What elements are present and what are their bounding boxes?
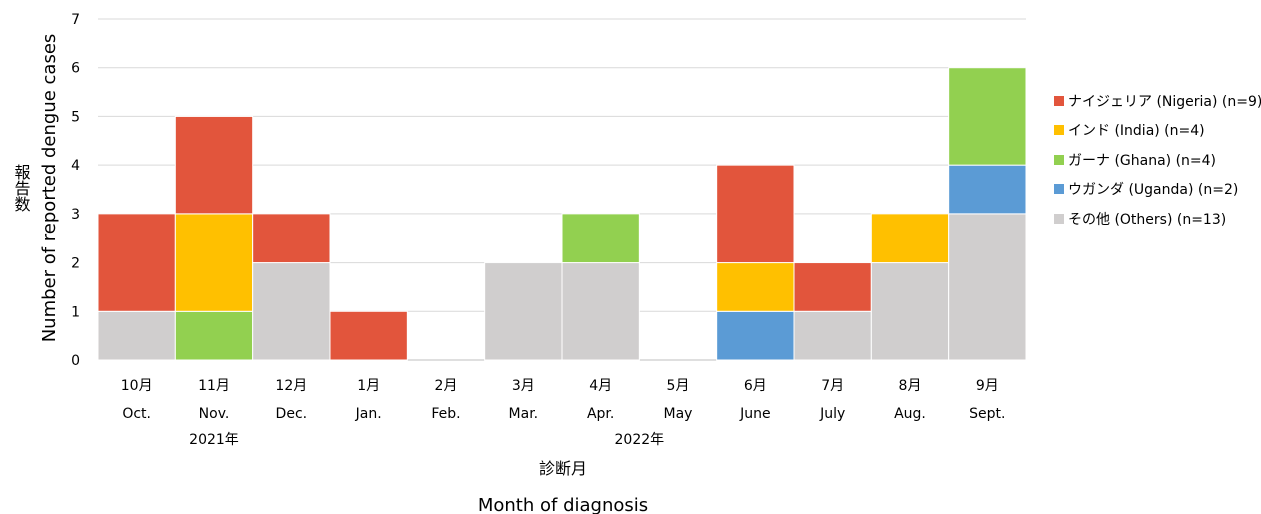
x-tick-label: Jan. xyxy=(355,406,382,422)
bar-segment xyxy=(252,262,331,361)
bar-segment xyxy=(174,115,254,215)
legend-swatch xyxy=(1054,213,1064,224)
bar-segment xyxy=(870,213,950,264)
y-tick-labels: 0 1 2 3 4 5 6 7 xyxy=(71,12,80,369)
bar-segment xyxy=(484,262,563,361)
y-tick-label: 7 xyxy=(71,12,80,28)
x-tick-label: Feb. xyxy=(431,406,460,422)
x-tick-label-ja: 11月 xyxy=(198,378,230,394)
legend-item: ガーナ (Ghana) (n=4) xyxy=(1054,145,1261,175)
x-tick-label: June xyxy=(739,406,771,422)
legend-swatch xyxy=(1054,184,1064,195)
legend: ナイジェリア (Nigeria) (n=9) インド (India) (n=4) ガ… xyxy=(1054,86,1261,234)
x-tick-label-ja: 12月 xyxy=(275,378,307,394)
legend-item: インド (India) (n=4) xyxy=(1054,116,1261,146)
bar-segment xyxy=(793,310,872,361)
legend-label: インド (India) (n=4) xyxy=(1068,123,1205,140)
x-tick-label-ja: 2月 xyxy=(435,378,458,394)
bar-segment xyxy=(948,67,1027,166)
bar-segment xyxy=(329,310,408,361)
x-tick-label-ja: 8月 xyxy=(899,378,922,394)
x-axis-label-ja: 診断月 xyxy=(539,459,587,478)
x-tick-label-ja: 9月 xyxy=(976,378,999,394)
x-tick-label: Nov. xyxy=(199,406,230,422)
y-tick-label: 2 xyxy=(71,256,80,272)
x-tick-labels: 10月 Oct. 11月 Nov. 12月 Dec. 1月 Jan. 2月 Feb. 3月 Mar. 4… xyxy=(121,378,1006,422)
y-tick-label: 3 xyxy=(71,207,80,223)
x-tick-label: Aug. xyxy=(894,406,926,422)
y-tick-label: 5 xyxy=(71,109,80,125)
bar-segment xyxy=(793,262,872,312)
bar-segment xyxy=(561,213,640,264)
y-tick-label: 0 xyxy=(71,353,80,369)
y-tick-label: 1 xyxy=(71,304,80,320)
year-label: 2021年 xyxy=(189,432,239,448)
legend-swatch xyxy=(1054,154,1064,165)
x-tick-label: Mar. xyxy=(509,406,539,422)
x-axis-label: Month of diagnosis xyxy=(478,495,648,514)
bar-segment xyxy=(716,262,795,312)
legend-item: ウガンダ (Uganda) (n=2) xyxy=(1054,175,1261,205)
bar-segment xyxy=(870,262,950,361)
bar-segment xyxy=(174,213,254,312)
bar-segment xyxy=(252,213,331,264)
x-tick-label: Sept. xyxy=(969,406,1005,422)
x-tick-label-ja: 10月 xyxy=(121,378,153,394)
legend-label: ナイジェリア (Nigeria) (n=9) xyxy=(1068,93,1261,110)
legend-item: その他 (Others) (n=13) xyxy=(1054,204,1261,234)
x-tick-label-ja: 4月 xyxy=(589,378,612,394)
x-tick-label: Oct. xyxy=(122,406,151,422)
x-tick-label: Apr. xyxy=(587,406,614,422)
x-tick-label-ja: 5月 xyxy=(667,378,690,394)
legend-label: ウガンダ (Uganda) (n=2) xyxy=(1068,182,1239,199)
bar-segment xyxy=(948,213,1027,361)
y-axis-label-ja: 報告数 xyxy=(12,164,31,212)
x-tick-label: July xyxy=(819,406,845,422)
bar-segment xyxy=(561,262,640,361)
bar-segment xyxy=(174,310,254,361)
legend-item: ナイジェリア (Nigeria) (n=9) xyxy=(1054,86,1261,116)
legend-swatch xyxy=(1054,125,1064,136)
y-tick-label: 6 xyxy=(71,61,80,77)
bar-segment xyxy=(97,213,176,312)
x-tick-label-ja: 1月 xyxy=(357,378,380,394)
bar-segment xyxy=(716,164,795,264)
x-tick-label-ja: 6月 xyxy=(744,378,767,394)
y-tick-label: 4 xyxy=(71,158,80,174)
bar-segment xyxy=(97,310,176,361)
y-axis-label: Number of reported dengue cases xyxy=(39,34,60,343)
legend-label: その他 (Others) (n=13) xyxy=(1068,211,1227,228)
x-tick-label: Dec. xyxy=(276,406,308,422)
year-label: 2022年 xyxy=(615,432,665,448)
bars xyxy=(97,67,1027,361)
bar-segment xyxy=(948,164,1027,215)
year-labels: 2021年 2022年 xyxy=(189,432,664,448)
legend-swatch xyxy=(1054,95,1064,106)
x-tick-label: May xyxy=(664,406,693,422)
legend-label: ガーナ (Ghana) (n=4) xyxy=(1068,152,1217,169)
bar-segment xyxy=(716,310,795,361)
x-tick-label-ja: 7月 xyxy=(821,378,844,394)
x-tick-label-ja: 3月 xyxy=(512,378,535,394)
